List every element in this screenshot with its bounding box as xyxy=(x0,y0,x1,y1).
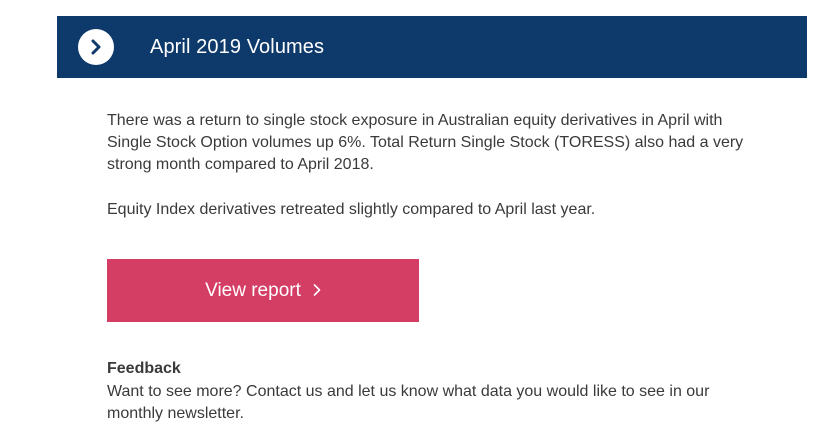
chevron-right-circle-icon xyxy=(78,29,114,65)
view-report-button[interactable]: View report xyxy=(107,259,419,322)
feedback-text: Want to see more? Contact us and let us … xyxy=(107,383,710,422)
feedback-heading: Feedback xyxy=(107,360,181,377)
section-title: April 2019 Volumes xyxy=(150,35,325,58)
summary-paragraph: There was a return to single stock expos… xyxy=(107,112,744,173)
section-header: April 2019 Volumes xyxy=(57,16,807,78)
chevron-right-icon xyxy=(313,280,321,302)
view-report-label: View report xyxy=(205,279,301,301)
equity-index-paragraph: Equity Index derivatives retreated sligh… xyxy=(107,201,596,218)
